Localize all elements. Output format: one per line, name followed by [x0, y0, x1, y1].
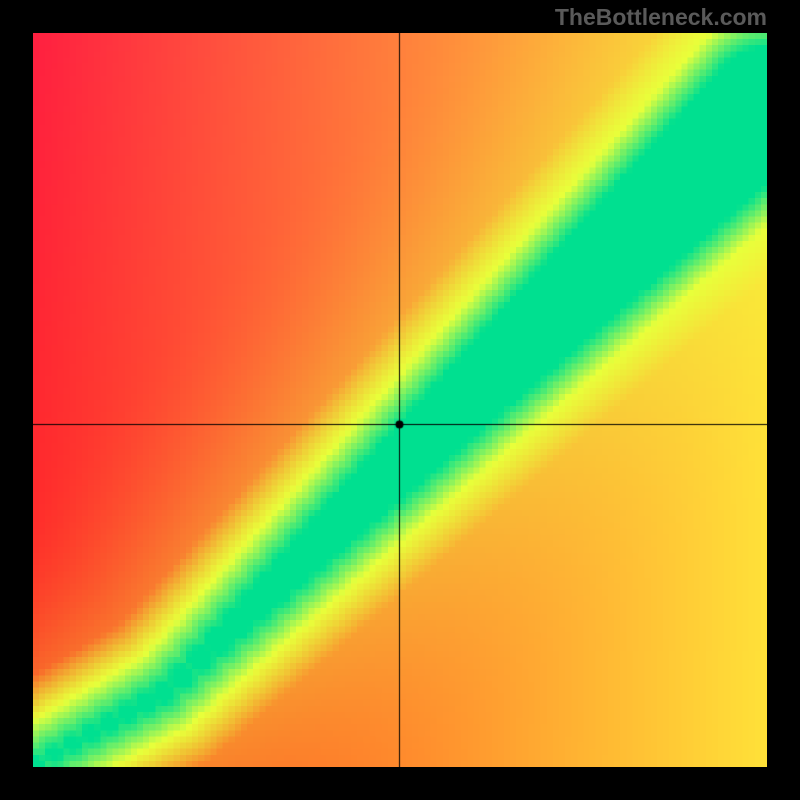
watermark-text: TheBottleneck.com	[555, 4, 767, 31]
overlay-canvas	[33, 33, 767, 767]
chart-frame	[0, 0, 800, 800]
plot-area	[33, 33, 767, 767]
